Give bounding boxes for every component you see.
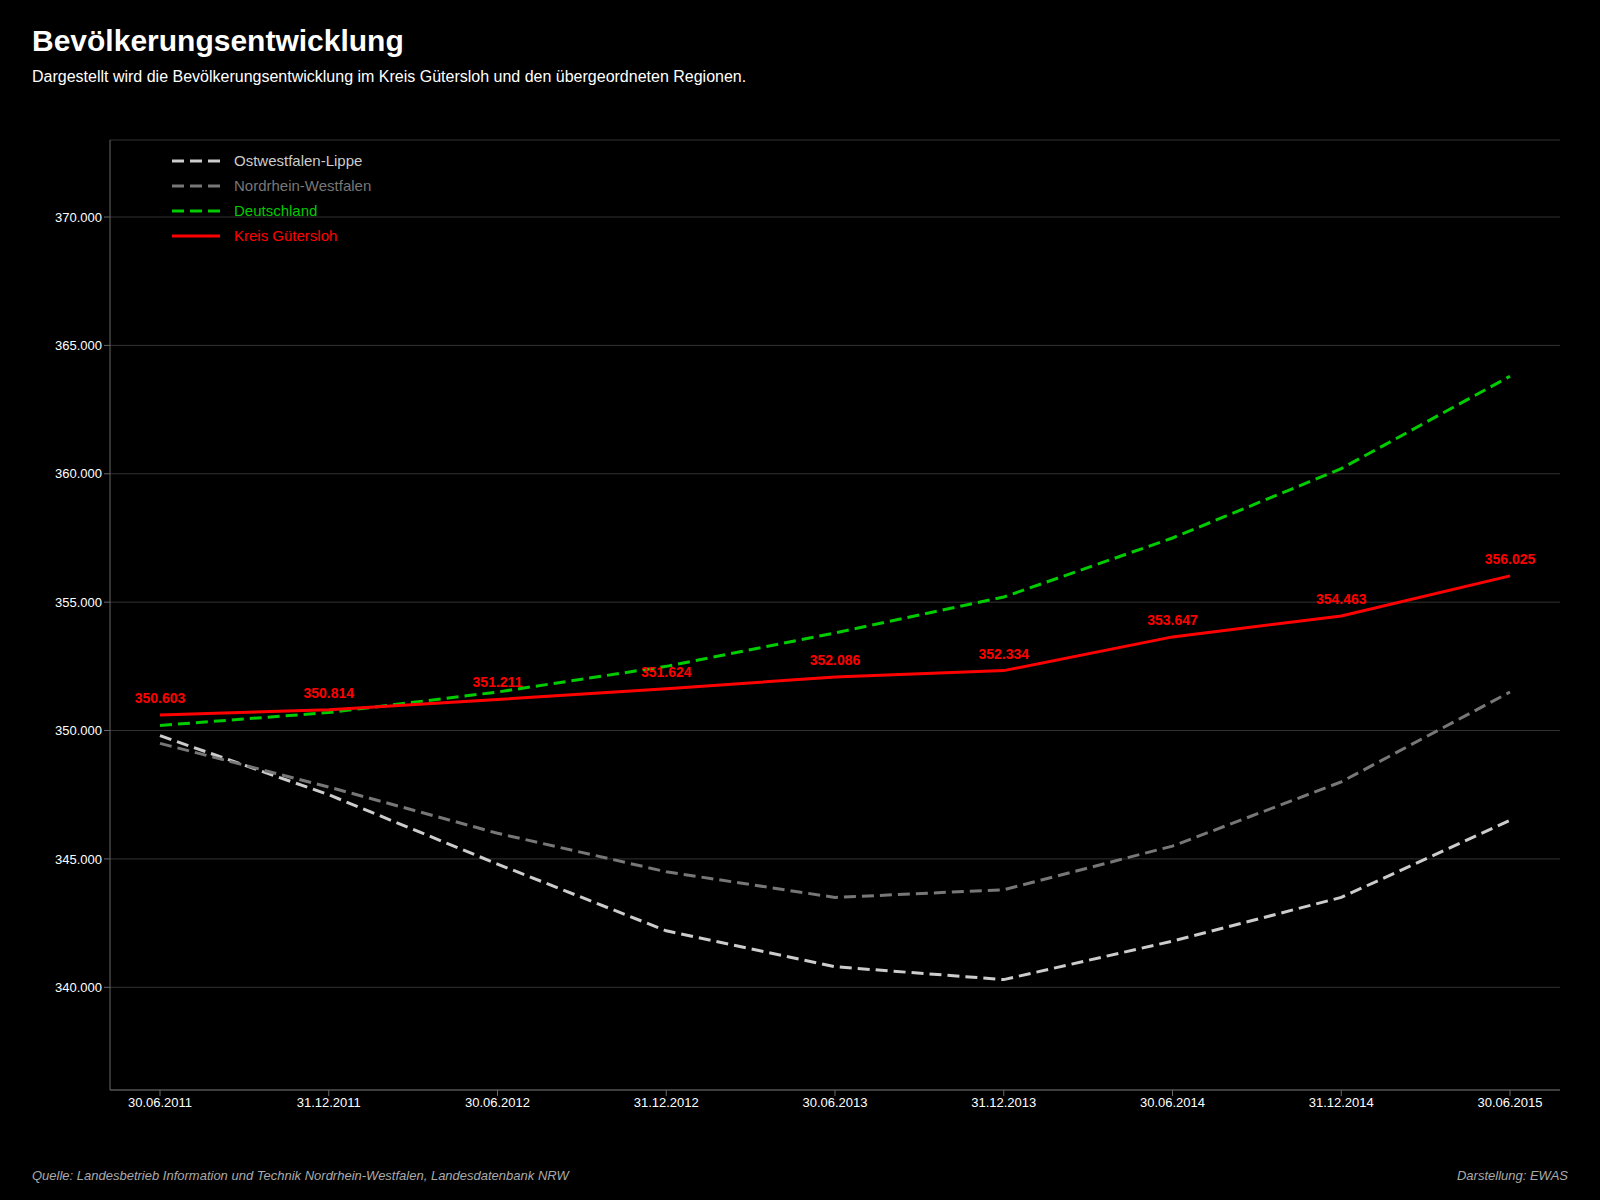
html-text:Kreis Gütersloh: Kreis Gütersloh xyxy=(234,227,338,244)
svg-text:370.000: 370.000 xyxy=(55,210,102,225)
html-text:Nordrhein-Westfalen: Nordrhein-Westfalen xyxy=(234,177,372,194)
svg-text:354.463: 354.463 xyxy=(1316,591,1367,607)
svg-text:31.12.2011: 31.12.2011 xyxy=(297,1095,361,1110)
svg-text:351.211: 351.211 xyxy=(473,674,523,690)
svg-text:350.814: 350.814 xyxy=(303,685,354,701)
svg-text:352.334: 352.334 xyxy=(978,646,1029,662)
svg-text:31.12.2012: 31.12.2012 xyxy=(634,1095,699,1110)
svg-text:360.000: 360.000 xyxy=(55,466,102,481)
svg-text:353.647: 353.647 xyxy=(1147,612,1198,628)
svg-text:355.000: 355.000 xyxy=(55,595,102,610)
html-text:Quelle: Landesbetrieb Informat: Quelle: Landesbetrieb Information und Te… xyxy=(32,1167,569,1183)
svg-text:30.06.2013: 30.06.2013 xyxy=(802,1095,867,1110)
html-text:Bevölkerungsentwicklung: Bevölkerungsentwicklung xyxy=(32,24,404,57)
svg-text:340.000: 340.000 xyxy=(55,980,102,995)
svg-text:352.086: 352.086 xyxy=(810,652,861,668)
svg-text:351.624: 351.624 xyxy=(641,664,692,680)
svg-text:31.12.2014: 31.12.2014 xyxy=(1309,1095,1374,1110)
svg-text:350.000: 350.000 xyxy=(55,723,102,738)
svg-text:356.025: 356.025 xyxy=(1485,551,1536,567)
svg-text:30.06.2015: 30.06.2015 xyxy=(1477,1095,1542,1110)
svg-text:350.603: 350.603 xyxy=(135,690,186,706)
svg-text:30.06.2011: 30.06.2011 xyxy=(128,1095,192,1110)
svg-text:30.06.2014: 30.06.2014 xyxy=(1140,1095,1205,1110)
svg-text:31.12.2013: 31.12.2013 xyxy=(971,1095,1036,1110)
html-text:Darstellung: EWAS: Darstellung: EWAS xyxy=(1457,1167,1568,1183)
html-text:Deutschland: Deutschland xyxy=(234,202,318,219)
html-text:Dargestellt wird die Bevölkeru: Dargestellt wird die Bevölkerungsentwick… xyxy=(32,68,747,85)
svg-text:30.06.2012: 30.06.2012 xyxy=(465,1095,530,1110)
svg-text:345.000: 345.000 xyxy=(55,852,102,867)
html-text:Ostwestfalen-Lippe: Ostwestfalen-Lippe xyxy=(234,152,363,169)
svg-text:365.000: 365.000 xyxy=(55,338,102,353)
